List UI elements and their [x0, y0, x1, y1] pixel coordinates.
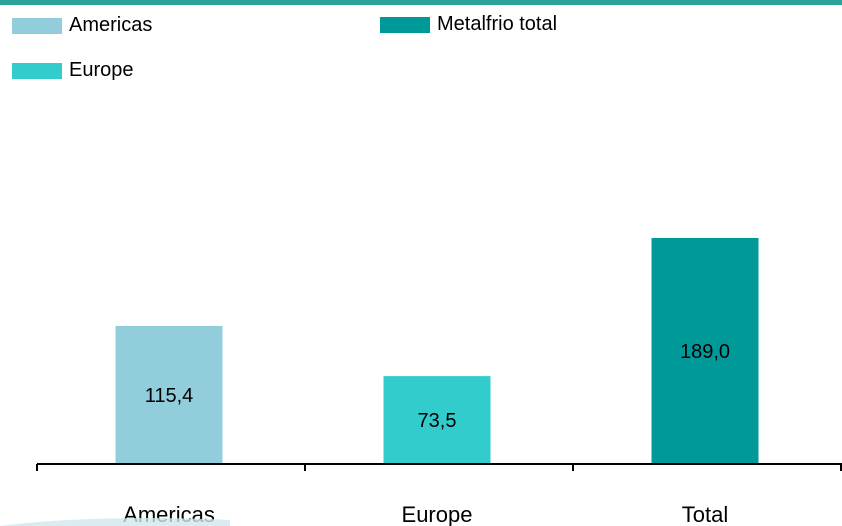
decorative-swoosh [0, 518, 230, 526]
legend-item-europe: Europe [12, 59, 134, 82]
top-accent-bar [0, 0, 842, 5]
bar-europe [383, 376, 491, 464]
legend-swatch-metalfrio-total [380, 16, 430, 33]
legend-label-europe: Europe [69, 59, 134, 81]
legend-label-americas: Americas [69, 14, 153, 36]
legend-label-metalfrio-total: Metalfrio total [437, 13, 558, 35]
legend-item-americas: Americas [12, 14, 152, 37]
bar-total [651, 238, 759, 464]
data-label-americas: 115,4 [145, 385, 194, 407]
legend-swatch-europe [12, 62, 62, 79]
data-label-total: 189,0 [680, 341, 730, 363]
legend-item-metalfrio-total: Metalfrio total [380, 13, 557, 36]
data-label-europe: 73,5 [418, 410, 457, 432]
x-tick-label-europe: Europe [402, 502, 473, 526]
legend-swatch-americas [12, 17, 62, 34]
bar-americas [115, 326, 223, 464]
x-tick-label-total: Total [682, 502, 728, 526]
